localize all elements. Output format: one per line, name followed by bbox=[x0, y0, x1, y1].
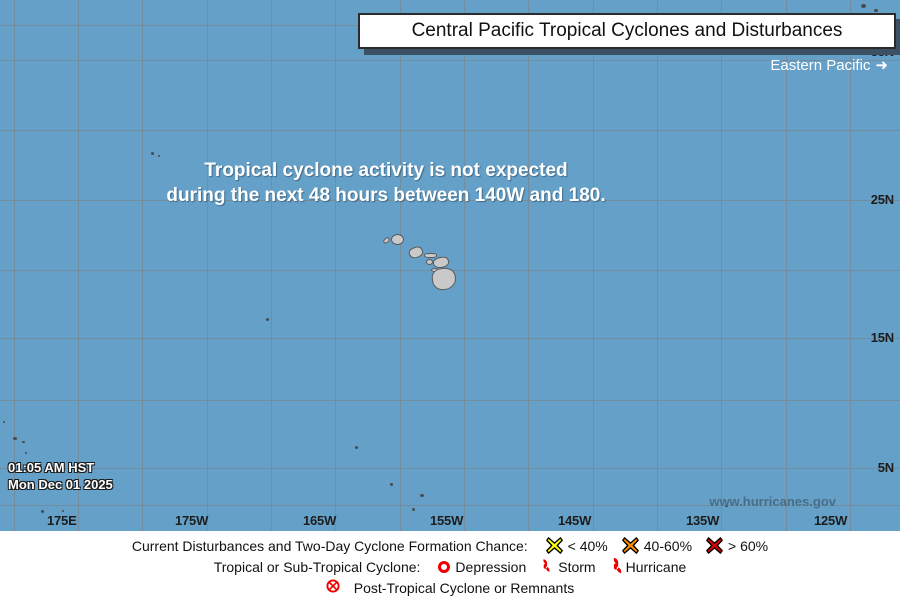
gridline-horizontal bbox=[0, 505, 900, 506]
island-hawaii bbox=[430, 266, 458, 292]
island-niihau bbox=[382, 236, 391, 245]
legend-formation-chance-label: Current Disturbances and Two-Day Cyclone… bbox=[131, 537, 528, 554]
gridline-horizontal bbox=[0, 400, 900, 401]
legend-storm: Storm bbox=[540, 558, 596, 576]
gridline-vertical bbox=[207, 0, 208, 531]
gridline-vertical bbox=[271, 0, 272, 531]
legend-post-tropical: Post-Tropical Cyclone or Remnants bbox=[326, 579, 574, 596]
atoll-dot bbox=[266, 318, 269, 321]
atoll-dot bbox=[13, 437, 17, 440]
latitude-label: 5N bbox=[877, 460, 894, 475]
legend-chance-medium-label: 40-60% bbox=[643, 537, 693, 554]
legend-post-tropical-label: Post-Tropical Cyclone or Remnants bbox=[353, 579, 575, 596]
gridline-vertical bbox=[721, 0, 722, 531]
legend-cyclone-label: Tropical or Sub-Tropical Cyclone: bbox=[213, 558, 421, 575]
legend: Current Disturbances and Two-Day Cyclone… bbox=[0, 531, 900, 601]
x-mark-icon-red bbox=[706, 537, 723, 554]
pacific-map[interactable]: 35N25N15N5N 175E175W165W155W145W135W125W… bbox=[0, 0, 900, 531]
atoll-dot bbox=[41, 510, 44, 513]
gridline-horizontal bbox=[0, 468, 900, 469]
legend-chance-medium: 40-60% bbox=[621, 537, 693, 554]
island-oahu bbox=[407, 244, 425, 261]
legend-storm-label: Storm bbox=[558, 558, 596, 575]
eastern-pacific-link[interactable]: Eastern Pacific ➜ bbox=[770, 57, 888, 74]
gridline-vertical bbox=[464, 0, 465, 531]
atoll-dot bbox=[158, 155, 160, 157]
legend-chance-low: < 40% bbox=[545, 537, 608, 554]
atoll-dot bbox=[151, 152, 154, 155]
atoll-dot bbox=[725, 505, 728, 507]
page-title: Central Pacific Tropical Cyclones and Di… bbox=[411, 20, 843, 41]
longitude-label: 125W bbox=[814, 513, 848, 528]
atoll-dot bbox=[25, 452, 27, 454]
title-box: Central Pacific Tropical Cyclones and Di… bbox=[358, 13, 896, 49]
timestamp: 01:05 AM HST Mon Dec 01 2025 bbox=[8, 459, 113, 493]
gridline-vertical bbox=[850, 0, 851, 531]
gridline-vertical bbox=[593, 0, 594, 531]
atoll-dot bbox=[861, 4, 866, 8]
timestamp-date: Mon Dec 01 2025 bbox=[8, 477, 113, 492]
eastern-pacific-label: Eastern Pacific bbox=[770, 57, 871, 74]
legend-chance-high: > 60% bbox=[706, 537, 768, 554]
gridline-vertical bbox=[786, 0, 787, 531]
gridline-vertical bbox=[14, 0, 15, 531]
legend-row-post-tropical: Post-Tropical Cyclone or Remnants bbox=[0, 577, 900, 598]
x-mark-icon-orange bbox=[621, 537, 639, 554]
gridline-vertical bbox=[657, 0, 658, 531]
outlook-message: Tropical cyclone activity is not expecte… bbox=[0, 158, 772, 208]
outlook-message-line-1: Tropical cyclone activity is not expecte… bbox=[204, 160, 568, 181]
arrow-right-icon: ➜ bbox=[875, 57, 888, 74]
legend-depression-label: Depression bbox=[455, 558, 527, 575]
legend-row-formation-chance: Current Disturbances and Two-Day Cyclone… bbox=[0, 535, 900, 556]
atoll-dot bbox=[22, 441, 25, 443]
storm-symbol-icon bbox=[540, 558, 553, 576]
longitude-label: 155W bbox=[430, 513, 464, 528]
gridline-horizontal bbox=[0, 200, 900, 201]
island-kauai bbox=[391, 234, 404, 245]
legend-chance-low-label: < 40% bbox=[567, 537, 608, 554]
depression-circle-icon bbox=[438, 560, 451, 573]
atoll-dot bbox=[3, 421, 5, 423]
gridline-vertical bbox=[400, 0, 401, 531]
atoll-dot bbox=[412, 508, 415, 511]
legend-row-cyclone-types: Tropical or Sub-Tropical Cyclone: Depres… bbox=[0, 556, 900, 577]
post-tropical-icon bbox=[326, 579, 340, 596]
longitude-label: 135W bbox=[686, 513, 720, 528]
island-molokai bbox=[424, 253, 437, 258]
atoll-dot bbox=[390, 483, 393, 486]
latitude-label: 25N bbox=[870, 192, 894, 207]
gridline-vertical bbox=[528, 0, 529, 531]
longitude-label: 165W bbox=[303, 513, 337, 528]
gridline-vertical bbox=[335, 0, 336, 531]
outlook-message-line-2: during the next 48 hours between 140W an… bbox=[166, 185, 606, 206]
gridline-horizontal bbox=[0, 338, 900, 339]
timestamp-time: 01:05 AM HST bbox=[8, 460, 95, 475]
legend-hurricane-label: Hurricane bbox=[625, 558, 687, 575]
x-mark-icon-yellow bbox=[545, 537, 563, 554]
legend-depression: Depression bbox=[438, 559, 526, 575]
longitude-label: 145W bbox=[558, 513, 592, 528]
gridline-horizontal bbox=[0, 130, 900, 131]
longitude-label: 175E bbox=[47, 513, 77, 528]
atoll-dot bbox=[420, 494, 424, 497]
latitude-label: 15N bbox=[870, 330, 894, 345]
gridline-horizontal bbox=[0, 60, 900, 61]
atoll-dot bbox=[874, 9, 878, 12]
legend-hurricane: Hurricane bbox=[610, 557, 687, 577]
atoll-dot bbox=[355, 446, 358, 449]
atoll-dot bbox=[62, 510, 64, 512]
hurricane-symbol-icon bbox=[610, 557, 625, 577]
longitude-label: 175W bbox=[175, 513, 209, 528]
gridline-vertical bbox=[142, 0, 143, 531]
watermark: www.hurricanes.gov bbox=[709, 494, 836, 509]
legend-chance-high-label: > 60% bbox=[728, 537, 769, 554]
gridline-vertical bbox=[78, 0, 79, 531]
